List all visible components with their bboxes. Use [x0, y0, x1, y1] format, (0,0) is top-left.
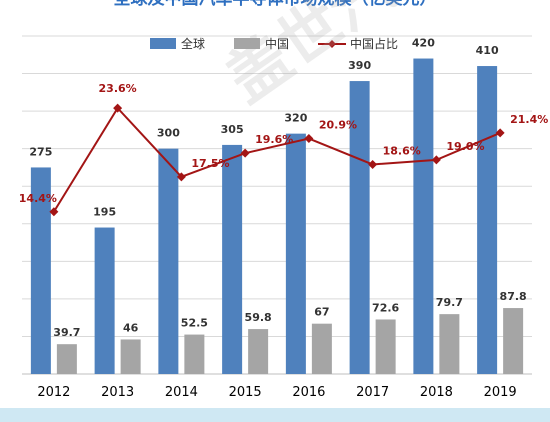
label-share: 17.5%: [191, 157, 229, 170]
label-china: 59.8: [245, 311, 272, 324]
label-share: 20.9%: [319, 119, 357, 132]
label-china: 52.5: [181, 317, 208, 330]
x-tick-label: 2013: [101, 385, 134, 400]
legend-marker-share: [328, 40, 336, 48]
label-share: 23.6%: [99, 82, 137, 95]
x-tick-label: 2017: [356, 385, 389, 400]
label-global: 195: [93, 206, 116, 219]
x-tick-label: 2012: [37, 385, 70, 400]
bar-global: [477, 66, 498, 375]
bars: [30, 58, 524, 375]
bar-china: [120, 339, 141, 374]
x-axis: 2012 2013 2014 2015 2016 2017 2018 2019: [37, 385, 516, 400]
label-global: 420: [412, 37, 435, 50]
chart-title: 全球及中国汽车半导体市场规模（亿美元）: [113, 0, 437, 9]
share-marker: [431, 155, 441, 165]
bar-china: [56, 344, 77, 374]
label-global: 410: [476, 44, 499, 57]
x-tick-label: 2014: [165, 385, 198, 400]
bar-china: [184, 334, 205, 374]
bar-china: [311, 323, 332, 374]
data-labels: 275 39.7 195 46 300 52.5 305 59.8 320 67 390 72.6 42…: [19, 37, 549, 340]
bar-global: [30, 167, 51, 374]
bar-global: [158, 148, 179, 374]
label-global: 305: [221, 123, 244, 136]
label-global: 320: [284, 112, 307, 125]
label-share: 21.4%: [510, 113, 548, 126]
footer-band: [0, 408, 550, 422]
label-global: 390: [348, 59, 371, 72]
label-global: 300: [157, 127, 180, 140]
label-share: 19.0%: [446, 140, 484, 153]
bar-global: [413, 58, 434, 375]
legend-label-china: 中国: [265, 36, 289, 51]
legend-label-global: 全球: [181, 36, 205, 51]
share-marker: [49, 207, 59, 217]
bar-global: [222, 144, 243, 374]
label-china: 67: [314, 306, 329, 319]
bar-global: [285, 133, 306, 374]
legend-swatch-china: [234, 38, 260, 49]
label-china: 87.8: [500, 290, 527, 303]
bar-china: [439, 314, 460, 374]
legend: 全球 中国 中国占比: [150, 36, 398, 51]
share-marker: [304, 134, 314, 144]
legend-swatch-global: [150, 38, 176, 49]
bar-global: [349, 81, 370, 375]
share-marker: [368, 159, 378, 169]
label-china: 46: [123, 321, 139, 334]
share-line-path: [53, 106, 501, 213]
share-marker: [240, 148, 250, 158]
share-marker: [495, 128, 505, 138]
label-china: 72.6: [372, 301, 399, 314]
legend-label-share: 中国占比: [350, 36, 398, 51]
share-marker: [113, 103, 123, 113]
x-tick-label: 2018: [420, 385, 453, 400]
label-china: 79.7: [436, 296, 463, 309]
label-share: 14.4%: [19, 192, 57, 205]
bar-china: [375, 319, 396, 374]
x-tick-label: 2015: [229, 385, 262, 400]
label-share: 18.6%: [383, 144, 421, 157]
x-tick-label: 2016: [292, 385, 325, 400]
bar-china: [503, 308, 524, 374]
x-tick-label: 2019: [484, 385, 517, 400]
label-global: 275: [29, 145, 52, 158]
label-share: 19.6%: [255, 133, 293, 146]
label-china: 39.7: [53, 326, 80, 339]
bar-global: [94, 227, 115, 374]
share-marker: [176, 172, 186, 182]
share-line: [49, 103, 505, 217]
bar-china: [248, 329, 269, 374]
